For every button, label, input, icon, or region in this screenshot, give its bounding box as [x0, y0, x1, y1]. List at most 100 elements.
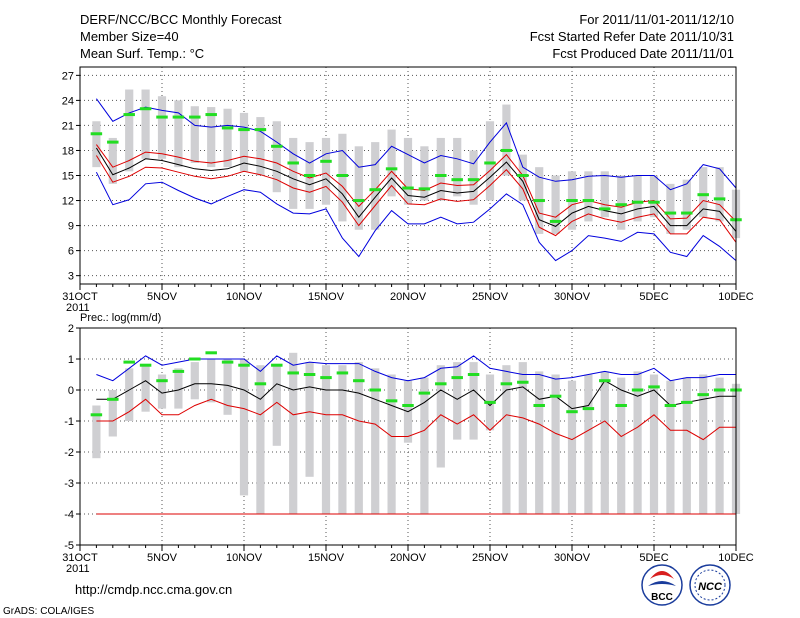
temp-median-mark	[287, 161, 299, 165]
temp-xtick-label: 25NOV	[472, 291, 509, 303]
temp-box	[551, 175, 560, 234]
temp-ytick-label: 15	[62, 171, 74, 183]
prec-box	[699, 374, 708, 514]
temp-median-mark	[254, 128, 267, 132]
prec-median-mark	[533, 404, 545, 407]
prec-series-lower	[96, 398, 736, 441]
prec-median-mark	[697, 393, 709, 397]
temp-box	[666, 183, 675, 234]
prec-median-mark	[189, 357, 201, 361]
temp-series-lower-spread	[95, 155, 737, 243]
prec-box	[354, 362, 363, 514]
prec-median-mark	[254, 382, 267, 386]
temp-box	[485, 121, 495, 201]
prec-median-mark	[107, 397, 119, 401]
temp-median-mark	[500, 148, 513, 152]
prec-median-mark	[123, 360, 135, 364]
temp-median-mark	[484, 161, 496, 165]
prec-median-mark	[549, 394, 562, 398]
prec-box	[551, 374, 560, 514]
prec-median-mark	[484, 400, 496, 404]
temp-series-upper	[95, 98, 737, 191]
prec-box	[682, 377, 691, 514]
temp-box	[649, 175, 659, 218]
temp-median-mark	[336, 174, 349, 177]
produced-date-label: Fcst Produced Date 2011/11/01	[552, 46, 734, 61]
temp-median-mark	[517, 174, 529, 177]
temp-box	[502, 104, 511, 176]
prec-xtick-label: 5NOV	[147, 552, 178, 564]
ncc-logo-inner-ring	[694, 569, 726, 601]
temp-median-mark	[353, 199, 365, 203]
prec-box	[436, 365, 445, 468]
prec-median-mark	[467, 373, 480, 376]
temp-xtick-label: 10DEC	[718, 291, 754, 303]
temp-median-mark	[303, 174, 316, 177]
temp-box	[190, 106, 199, 163]
prec-ytick-label: -3	[64, 478, 74, 490]
ncc-logo-ring	[689, 564, 731, 606]
temp-median-mark	[648, 200, 660, 204]
prec-box	[256, 365, 265, 514]
prec-box	[289, 352, 298, 514]
temp-ytick-label: 9	[68, 221, 74, 233]
source-url[interactable]: http://cmdp.ncc.cma.gov.cn	[75, 582, 232, 597]
bcc-logo-ring	[641, 564, 683, 606]
temp-median-mark	[418, 187, 431, 191]
temp-box	[633, 175, 642, 222]
prec-box	[305, 362, 314, 477]
bcc-logo-text: BCC	[651, 592, 673, 603]
temp-box	[682, 179, 691, 230]
temp-median-mark	[156, 115, 168, 119]
prec-box	[272, 365, 281, 446]
prec-box	[666, 380, 675, 514]
grads-credit: GrADS: COLA/IGES	[3, 606, 94, 617]
temp-ytick-label: 21	[62, 120, 74, 132]
temp-box	[617, 175, 626, 230]
temp-box	[600, 171, 609, 218]
prec-box	[321, 365, 331, 514]
temp-xtick-label: 15NOV	[308, 291, 345, 303]
refer-date-label: Fcst Started Refer Date 2011/10/31	[530, 29, 734, 44]
bcc-logo: BCC	[641, 564, 683, 606]
prec-median-mark	[713, 388, 726, 392]
prec-median-mark	[664, 404, 677, 407]
temp-median-mark	[549, 219, 562, 223]
temp-median-mark	[435, 174, 447, 177]
prec-box	[387, 374, 396, 514]
temp-box	[453, 137, 462, 197]
temp-series-mean	[95, 147, 737, 232]
prec-box	[600, 371, 609, 514]
temp-median-mark	[599, 207, 611, 211]
temp-median-mark	[385, 167, 398, 171]
prec-median-mark	[615, 404, 627, 407]
prec-median-mark	[500, 382, 513, 386]
prec-median-mark	[369, 388, 381, 392]
temp-median-mark	[172, 115, 185, 119]
prec-box	[649, 374, 659, 514]
prec-median-mark	[681, 400, 693, 404]
prec-median-mark	[451, 376, 463, 380]
temp-median-mark	[139, 107, 152, 111]
prec-median-mark	[205, 351, 217, 355]
prec-median-mark	[90, 413, 103, 417]
prec-box	[125, 368, 134, 421]
temp-median-mark	[238, 128, 250, 132]
prec-median-mark	[435, 382, 447, 386]
variable-label-temperature: Mean Surf. Temp.: °C	[80, 46, 204, 61]
temp-box	[436, 137, 445, 201]
temp-box	[174, 100, 183, 168]
temp-box	[207, 107, 216, 168]
ncc-logo: NCC	[689, 564, 731, 606]
bcc-logo-swirl-red	[650, 571, 674, 579]
temp-median-mark	[566, 199, 578, 203]
prec-box	[518, 362, 527, 514]
prec-median-mark	[287, 371, 299, 375]
temp-box	[108, 137, 117, 184]
temp-ytick-label: 18	[62, 145, 74, 157]
temp-box	[239, 112, 249, 172]
temp-box	[354, 146, 363, 230]
prec-median-mark	[631, 388, 644, 392]
temp-box	[420, 146, 429, 201]
